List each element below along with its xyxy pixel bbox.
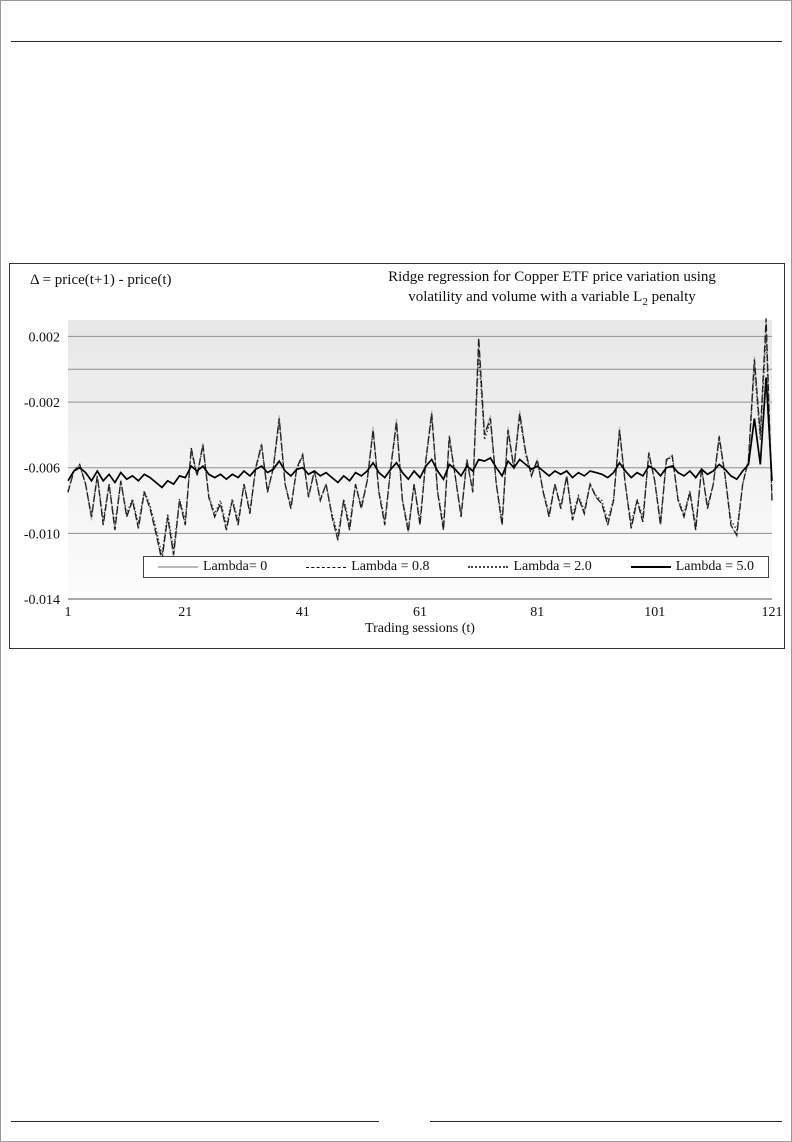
legend-item-lambda-2.0: Lambda = 2.0 [468, 559, 592, 575]
x-tick-label: 41 [296, 605, 310, 620]
chart-title: Ridge regression for Copper ETF price va… [328, 268, 776, 309]
chart-title-subscript: 2 [642, 295, 648, 308]
legend-line-sample-dashed [306, 566, 347, 568]
x-axis-title: Trading sessions (t) [365, 621, 475, 636]
legend-item-lambda-5.0: Lambda = 5.0 [630, 559, 754, 575]
y-tick-label: 0.002 [29, 330, 61, 345]
legend-item-lambda-0.8: Lambda = 0.8 [306, 559, 430, 575]
chart-title-line1: Ridge regression for Copper ETF price va… [388, 269, 716, 285]
y-tick-label: -0.002 [24, 396, 60, 411]
chart-title-line2-text: volatility and volume with a variable L [408, 288, 643, 305]
chart-title-line2-tail: penalty [647, 288, 696, 305]
y-axis-formula-label: Δ = price(t+1) - price(t) [30, 272, 172, 288]
chart-legend: Lambda= 0 Lambda = 0.8 Lambda = 2.0 Lamb… [143, 556, 769, 578]
plot-area [68, 320, 772, 599]
y-tick-label: -0.006 [24, 462, 60, 477]
x-tick-label: 1 [65, 605, 72, 620]
y-tick-label: -0.014 [24, 593, 60, 608]
top-divider [11, 41, 782, 42]
chart-title-line2: volatility and volume with a variable L2… [328, 288, 776, 309]
bottom-divider-left [11, 1121, 379, 1122]
legend-label: Lambda = 0.8 [351, 559, 430, 574]
series-line-lambda-2.0 [67, 334, 773, 555]
x-tick-label: 21 [178, 605, 192, 620]
x-tick-label: 121 [762, 605, 783, 620]
bottom-divider-right [430, 1121, 782, 1122]
legend-item-lambda-0: Lambda= 0 [158, 559, 267, 575]
x-tick-label: 81 [530, 605, 544, 620]
x-tick-label: 61 [413, 605, 427, 620]
x-tick-label: 101 [644, 605, 665, 620]
series-line-lambda-5.0 [67, 377, 773, 489]
chart-figure: 0.002 -0.002 -0.006 -0.010 -0.014 1 21 41 61 81 10… [9, 263, 785, 649]
legend-label: Lambda = 2.0 [513, 559, 592, 574]
legend-label: Lambda= 0 [203, 559, 268, 574]
y-tick-label: -0.010 [24, 527, 60, 542]
legend-line-sample-solid-gray [158, 566, 198, 568]
legend-line-sample-dotted [468, 566, 509, 568]
legend-label: Lambda = 5.0 [675, 559, 754, 574]
legend-line-sample-solid-black [630, 566, 671, 568]
